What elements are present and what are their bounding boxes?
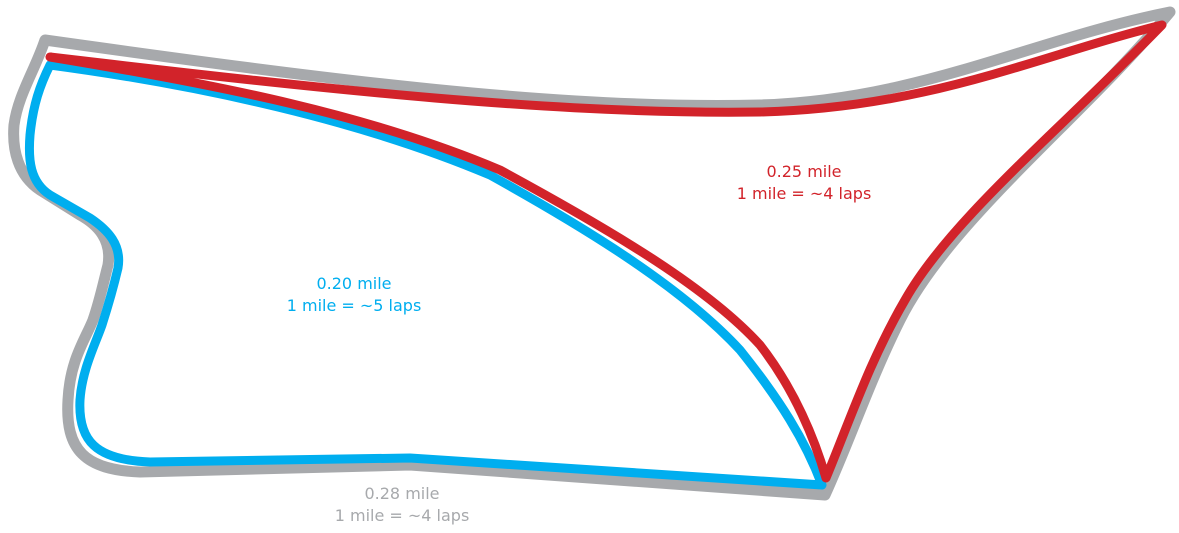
red-loop-path bbox=[45, 20, 1167, 483]
blue-loop-distance: 0.20 mile bbox=[316, 274, 392, 293]
blue-loop-label: 0.20 mile 1 mile = ~5 laps bbox=[287, 273, 422, 317]
blue-loop-laps: 1 mile = ~5 laps bbox=[286, 296, 422, 315]
gray-loop-distance: 0.28 mile bbox=[364, 484, 440, 503]
gray-loop-label: 0.28 mile 1 mile = ~4 laps bbox=[335, 483, 470, 527]
red-loop-laps: 1 mile = ~4 laps bbox=[736, 184, 872, 203]
gray-loop-laps: 1 mile = ~4 laps bbox=[334, 506, 470, 525]
blue-loop-path bbox=[24, 60, 827, 490]
red-loop-label: 0.25 mile 1 mile = ~4 laps bbox=[737, 161, 872, 205]
red-loop-distance: 0.25 mile bbox=[766, 162, 842, 181]
